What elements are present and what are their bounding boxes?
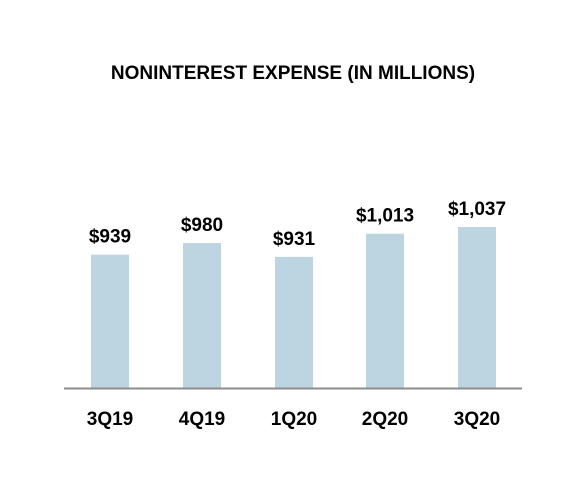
x-tick-label-4Q19: 4Q19 xyxy=(179,409,225,430)
data-label-3Q19: $939 xyxy=(89,227,131,248)
bar-3Q20 xyxy=(458,226,496,388)
data-label-2Q20: $1,013 xyxy=(356,206,414,227)
x-tick-label-3Q19: 3Q19 xyxy=(87,409,133,430)
chart-title: NONINTEREST EXPENSE (IN MILLIONS) xyxy=(110,63,476,84)
bar-4Q19 xyxy=(183,243,221,388)
data-label-1Q20: $931 xyxy=(273,229,316,250)
bar-3Q19 xyxy=(91,254,129,388)
x-tick-label-1Q20: 1Q20 xyxy=(271,409,317,430)
data-label-3Q20: $1,037 xyxy=(448,199,506,220)
x-tick-label-3Q20: 3Q20 xyxy=(454,409,500,430)
x-tick-label-2Q20: 2Q20 xyxy=(362,409,408,430)
bar-1Q20 xyxy=(275,256,313,388)
data-label-4Q19: $980 xyxy=(181,215,223,236)
bar-2Q20 xyxy=(366,233,404,388)
